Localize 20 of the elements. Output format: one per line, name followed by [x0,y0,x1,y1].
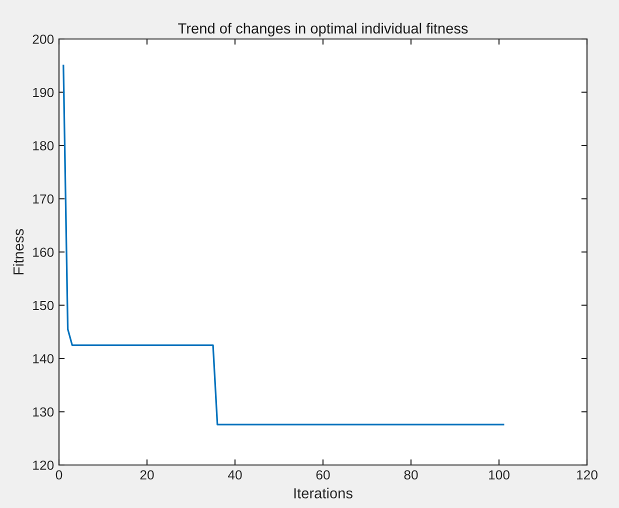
x-tick-label: 120 [577,470,598,480]
x-tick-label: 0 [56,470,62,480]
x-tick-label: 20 [140,470,154,480]
y-tick-label: 190 [33,88,54,98]
x-axis-title: Iterations [294,488,352,498]
y-tick-label: 120 [33,460,54,470]
line-series [62,64,504,426]
y-tick-label: 150 [33,300,54,310]
y-tick-label: 200 [32,34,54,44]
y-tick-label: 180 [33,141,54,150]
x-tick-label: 40 [228,470,242,480]
y-tick-label: 160 [33,248,54,257]
y-axis-title: Fitness [12,229,24,274]
x-tick-label: 60 [316,470,330,480]
chart-title: Trend of changes in optimal individual fitness [178,22,468,36]
y-tick-label: 130 [33,407,54,417]
x-tick-label: 100 [489,470,510,480]
y-tick-label: 170 [33,194,54,204]
x-tick-label: 80 [404,470,418,480]
y-tick-label: 140 [33,354,54,364]
